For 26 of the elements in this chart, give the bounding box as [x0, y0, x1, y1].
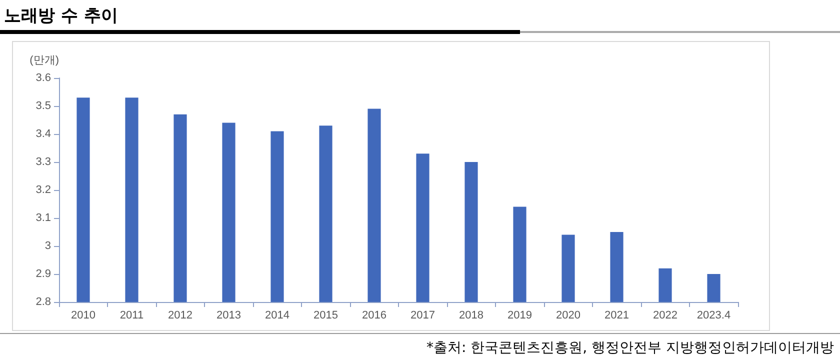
x-tick-label: 2019	[508, 310, 532, 322]
y-axis-title: (만개)	[30, 54, 59, 66]
y-tick-label: 2.8	[36, 296, 51, 308]
x-tick-label: 2013	[216, 310, 241, 322]
x-tick-label: 2022	[653, 310, 678, 322]
text: *출처: 한국콘텐츠진흥원, 행정안전부 지방행정인허가데이터개방	[426, 339, 834, 357]
y-tick-label: 3.3	[36, 156, 51, 168]
x-tick-label: 2015	[314, 310, 338, 322]
y-tick-label: 3.5	[36, 100, 51, 112]
x-tick-label: 2016	[362, 310, 386, 322]
x-tick-label: 2021	[604, 310, 629, 322]
x-tick-label: 2018	[459, 310, 484, 322]
chart-title: 노래방 수 추이	[4, 5, 118, 27]
x-tick-label: 2011	[120, 310, 144, 322]
y-tick-label: 2.9	[36, 268, 51, 280]
y-tick-label: 3.1	[36, 212, 51, 224]
x-tick-label: 2017	[410, 310, 435, 322]
y-tick-label: 3.4	[36, 128, 51, 140]
y-tick-label: 3.2	[36, 184, 51, 196]
x-tick-label: 2023.4	[696, 310, 731, 322]
x-tick-label: 2020	[556, 310, 580, 322]
x-tick-label: 2010	[71, 310, 96, 322]
x-tick-label: 2012	[168, 310, 192, 322]
x-tick-label: 2014	[265, 310, 290, 322]
y-tick-label: 3	[44, 240, 51, 252]
y-tick-label: 3.6	[36, 72, 51, 84]
